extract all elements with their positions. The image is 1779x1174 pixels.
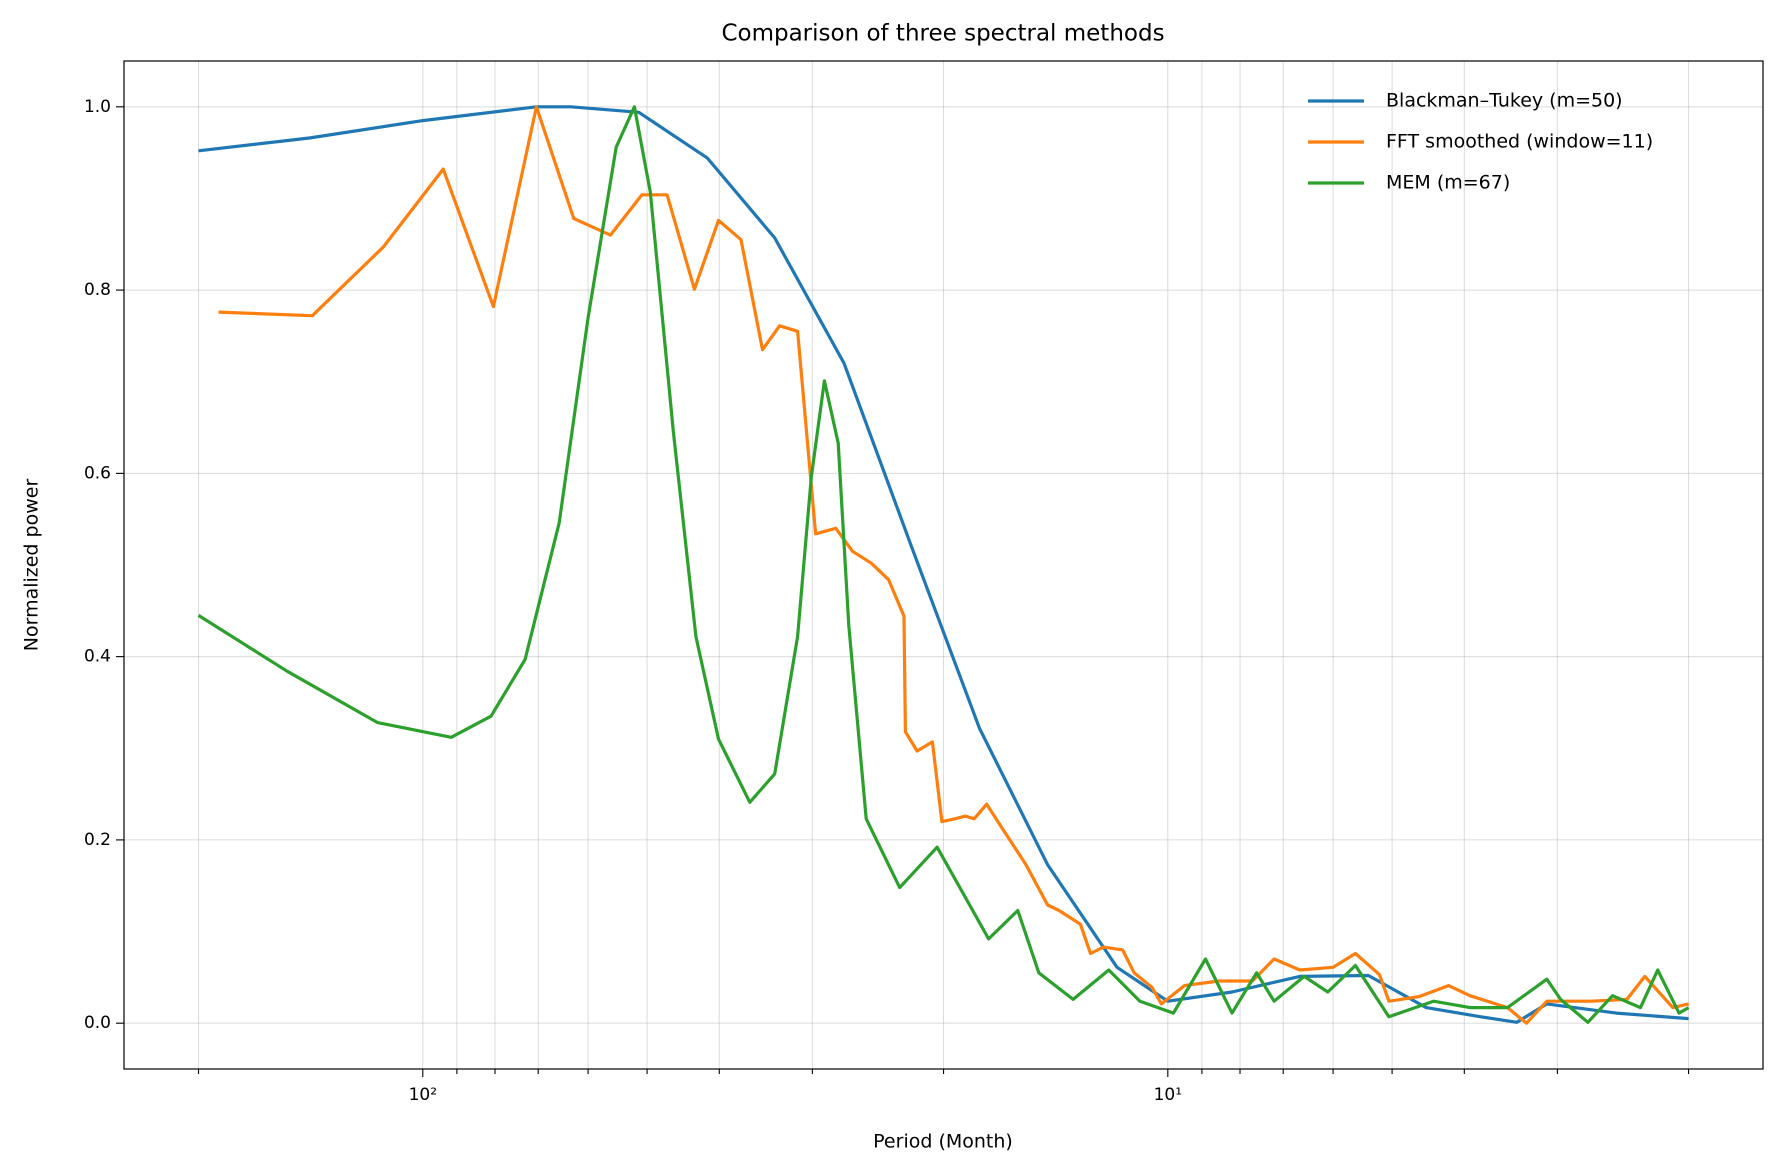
legend-label: MEM (m=67) [1386, 172, 1510, 194]
chart-title: Comparison of three spectral methods [721, 21, 1164, 47]
legend-label: FFT smoothed (window=11) [1386, 131, 1653, 153]
series-line [198, 105, 1689, 1024]
y-tick-label: 0.4 [84, 647, 111, 667]
x-axis-label: Period (Month) [873, 1131, 1013, 1153]
x-tick-label: 10¹ [1154, 1085, 1182, 1105]
legend-label: Blackman–Tukey (m=50) [1386, 90, 1623, 112]
y-tick-label: 0.0 [84, 1013, 111, 1033]
plot-frame [123, 60, 1764, 1070]
y-axis-label: Normalized power [21, 479, 43, 652]
y-tick-label: 0.6 [84, 463, 111, 483]
x-tick-label: 10² [409, 1085, 437, 1105]
series-line [197, 105, 1690, 1024]
y-tick-label: 0.8 [84, 280, 111, 300]
y-tick-label: 1.0 [84, 97, 111, 117]
series-line [218, 105, 1689, 1025]
y-tick-label: 0.2 [84, 830, 111, 850]
